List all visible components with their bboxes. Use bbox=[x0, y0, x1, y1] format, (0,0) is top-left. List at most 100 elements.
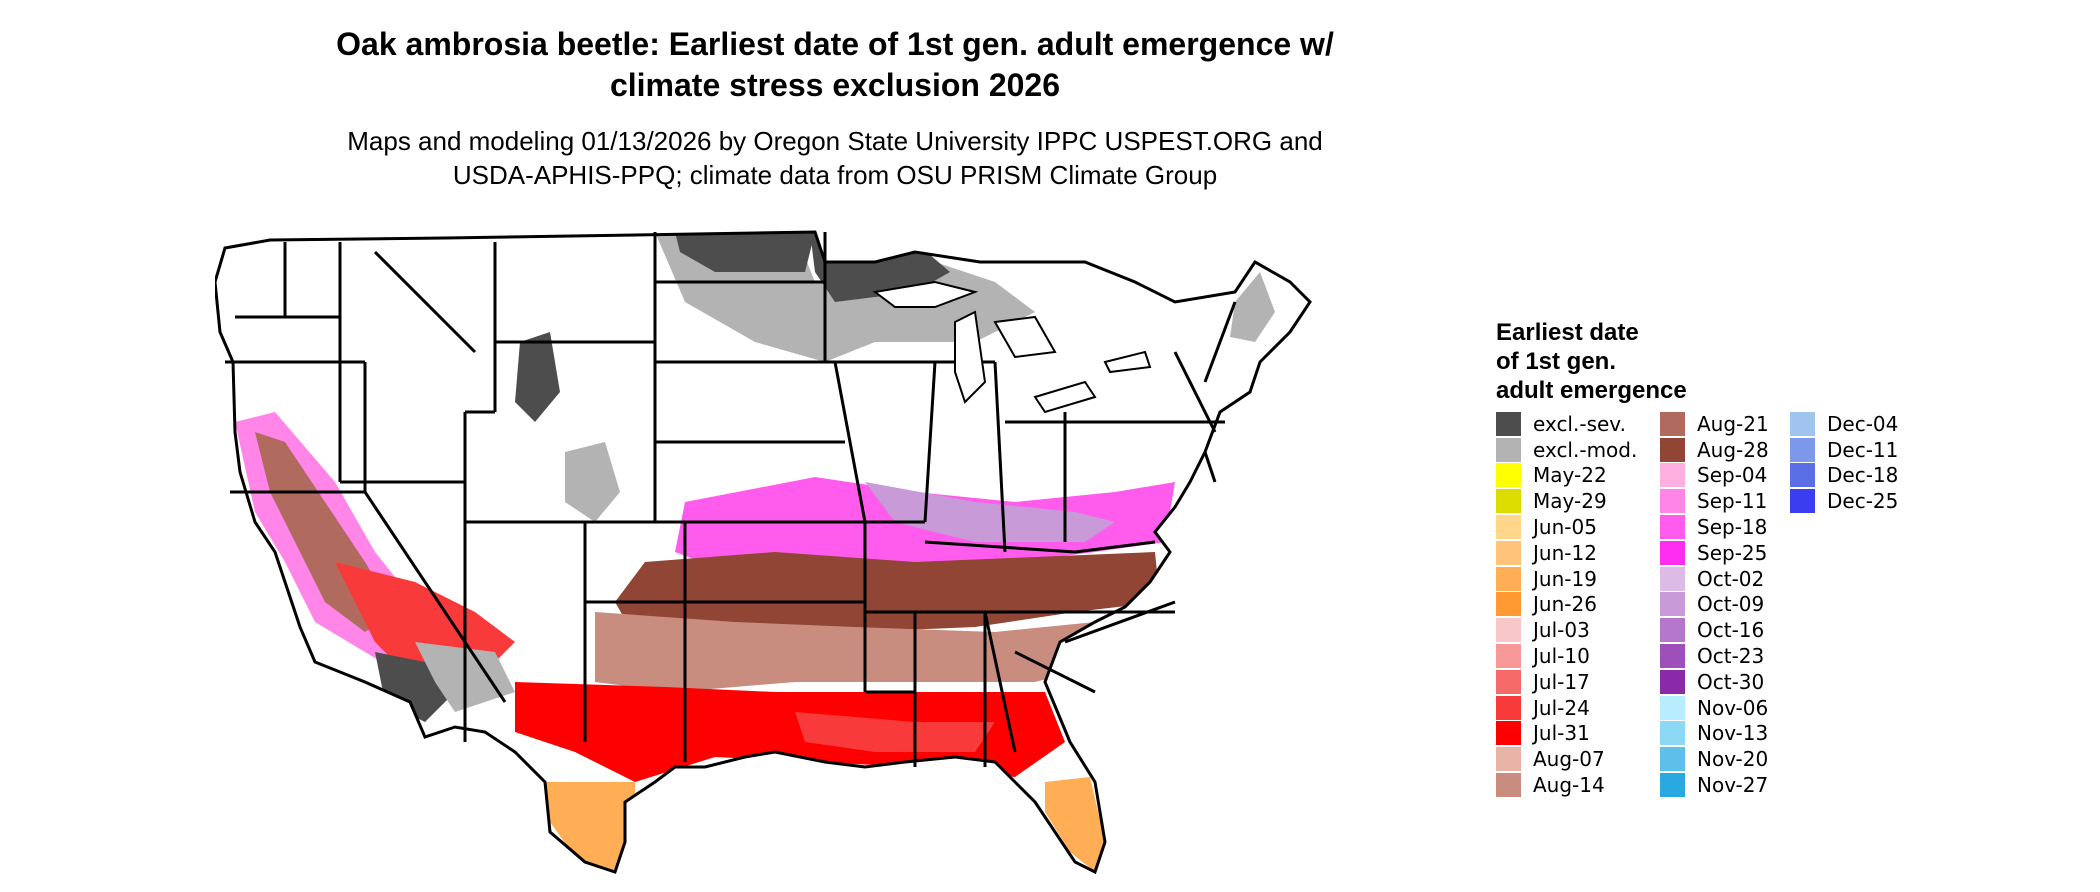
legend-swatch bbox=[1660, 592, 1685, 617]
legend-swatch bbox=[1496, 463, 1521, 488]
legend-item: Sep-18 bbox=[1660, 514, 1769, 540]
legend-swatch bbox=[1660, 489, 1685, 514]
legend-label: Sep-18 bbox=[1697, 515, 1768, 540]
legend-label: Sep-11 bbox=[1697, 489, 1768, 514]
legend-label: excl.-mod. bbox=[1533, 437, 1638, 462]
legend-label: Oct-09 bbox=[1697, 592, 1765, 617]
state-boundaries bbox=[215, 230, 1312, 874]
legend-item: Jun-12 bbox=[1496, 540, 1637, 566]
legend-item: Dec-04 bbox=[1790, 411, 1898, 437]
legend-title-line-3: adult emergence bbox=[1496, 377, 1687, 404]
legend-label: Jul-03 bbox=[1533, 618, 1590, 643]
legend-item: Dec-18 bbox=[1790, 463, 1898, 489]
legend-label: Aug-28 bbox=[1697, 437, 1769, 462]
legend-swatch bbox=[1660, 566, 1685, 591]
legend-item: Jul-17 bbox=[1496, 669, 1637, 695]
legend-swatch bbox=[1496, 721, 1521, 746]
legend-label: Dec-11 bbox=[1827, 437, 1899, 462]
legend-item: Dec-25 bbox=[1790, 488, 1898, 514]
legend-label: Aug-07 bbox=[1533, 747, 1605, 772]
legend-label: Oct-30 bbox=[1697, 669, 1765, 694]
legend-item: Jul-24 bbox=[1496, 695, 1637, 721]
legend-item: Aug-14 bbox=[1496, 772, 1637, 798]
zone-jun-tx bbox=[545, 782, 635, 872]
legend-item: Jun-19 bbox=[1496, 566, 1637, 592]
legend-title-line-1: Earliest date bbox=[1496, 319, 1639, 346]
legend-item: Jul-10 bbox=[1496, 643, 1637, 669]
zone-excl-mod-co bbox=[565, 442, 620, 522]
zone-excl-sev-nd bbox=[675, 232, 815, 272]
legend-label: Dec-25 bbox=[1827, 489, 1899, 514]
legend-item: Sep-04 bbox=[1660, 463, 1769, 489]
legend-label: Jun-12 bbox=[1533, 540, 1597, 565]
legend-swatch bbox=[1660, 695, 1685, 720]
title-line-2: climate stress exclusion 2026 bbox=[609, 67, 1061, 103]
legend-title: Earliest date of 1st gen. adult emergenc… bbox=[1496, 318, 1687, 405]
legend-label: Oct-23 bbox=[1697, 644, 1765, 669]
legend-label: Jul-24 bbox=[1533, 695, 1590, 720]
legend-item: Sep-25 bbox=[1660, 540, 1769, 566]
us-emergence-map bbox=[215, 230, 1312, 874]
legend-swatch bbox=[1496, 644, 1521, 669]
legend-swatch bbox=[1790, 437, 1815, 462]
legend-label: Nov-13 bbox=[1697, 721, 1769, 746]
legend-item: May-29 bbox=[1496, 488, 1637, 514]
legend-swatch bbox=[1496, 437, 1521, 462]
legend-swatch bbox=[1496, 515, 1521, 540]
legend-title-line-2: of 1st gen. bbox=[1496, 348, 1617, 375]
legend-item: Aug-07 bbox=[1496, 746, 1637, 772]
legend-label: Aug-21 bbox=[1697, 411, 1769, 436]
legend-label: Jul-10 bbox=[1533, 644, 1590, 669]
legend-item: Nov-13 bbox=[1660, 721, 1769, 747]
legend-label: Jun-19 bbox=[1533, 566, 1597, 591]
legend-label: Nov-27 bbox=[1697, 773, 1769, 798]
map-title: Oak ambrosia beetle: Earliest date of 1s… bbox=[0, 24, 1670, 106]
legend-swatch bbox=[1496, 618, 1521, 643]
legend-item: Oct-23 bbox=[1660, 643, 1769, 669]
zone-jul-band bbox=[515, 682, 1065, 782]
legend-item: Oct-16 bbox=[1660, 617, 1769, 643]
map-subtitle: Maps and modeling 01/13/2026 by Oregon S… bbox=[0, 124, 1670, 192]
legend-item: Jun-26 bbox=[1496, 592, 1637, 618]
zone-jun-fl bbox=[1045, 777, 1105, 872]
subtitle-line-2: USDA-APHIS-PPQ; climate data from OSU PR… bbox=[452, 160, 1218, 190]
legend-label: Aug-14 bbox=[1533, 773, 1605, 798]
legend-swatch bbox=[1660, 721, 1685, 746]
legend-label: Dec-18 bbox=[1827, 463, 1899, 488]
legend-swatch bbox=[1660, 437, 1685, 462]
legend-swatch bbox=[1790, 489, 1815, 514]
legend-item: excl.-sev. bbox=[1496, 411, 1637, 437]
legend-item: Nov-06 bbox=[1660, 695, 1769, 721]
legend-item: Jul-03 bbox=[1496, 617, 1637, 643]
legend-label: May-29 bbox=[1533, 489, 1607, 514]
legend-swatch bbox=[1660, 773, 1685, 798]
legend-item: Jun-05 bbox=[1496, 514, 1637, 540]
legend-swatch bbox=[1496, 411, 1521, 436]
legend-label: Sep-04 bbox=[1697, 463, 1768, 488]
legend-label: Nov-06 bbox=[1697, 695, 1769, 720]
legend-label: Jul-17 bbox=[1533, 669, 1590, 694]
legend-item: Jul-31 bbox=[1496, 721, 1637, 747]
legend-label: Oct-16 bbox=[1697, 618, 1765, 643]
legend-item: Nov-20 bbox=[1660, 746, 1769, 772]
legend-swatch bbox=[1660, 463, 1685, 488]
great-lakes bbox=[872, 280, 1152, 414]
emergence-zones bbox=[215, 232, 1310, 872]
legend-swatch bbox=[1660, 644, 1685, 669]
legend-swatch bbox=[1660, 411, 1685, 436]
zone-excl-sev-mt-wy bbox=[515, 332, 560, 422]
legend-item: Aug-21 bbox=[1660, 411, 1769, 437]
legend-swatch bbox=[1496, 747, 1521, 772]
legend-item: May-22 bbox=[1496, 463, 1637, 489]
legend-swatch bbox=[1660, 515, 1685, 540]
zone-excl-mod-me bbox=[1230, 272, 1275, 342]
legend-swatch bbox=[1790, 463, 1815, 488]
legend-swatch bbox=[1660, 618, 1685, 643]
legend-swatch bbox=[1660, 669, 1685, 694]
legend-item: Oct-09 bbox=[1660, 592, 1769, 618]
legend-swatch bbox=[1660, 540, 1685, 565]
legend-label: excl.-sev. bbox=[1533, 411, 1626, 436]
legend-swatch bbox=[1496, 669, 1521, 694]
zone-jul-light bbox=[795, 712, 995, 752]
legend-item: Dec-11 bbox=[1790, 437, 1898, 463]
